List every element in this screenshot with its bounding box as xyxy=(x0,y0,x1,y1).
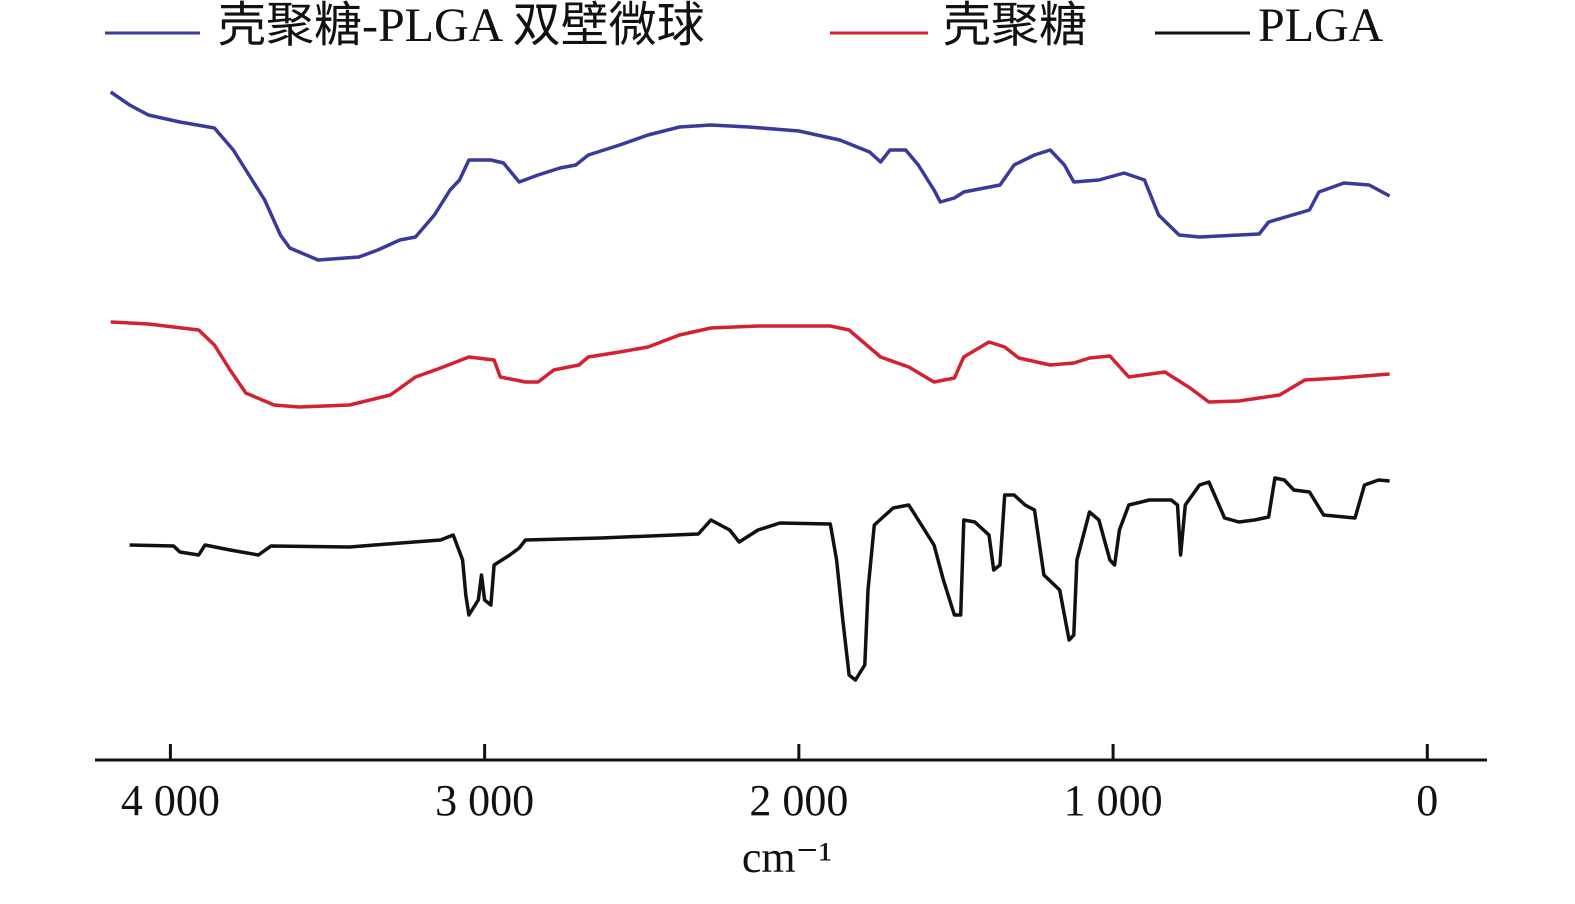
x-tick-label: 0 xyxy=(1416,776,1438,825)
x-tick-label: 2 000 xyxy=(749,776,848,825)
x-axis-label: cm⁻¹ xyxy=(742,833,832,882)
legend-label: 壳聚糖 xyxy=(943,0,1087,52)
spectrum-line xyxy=(110,320,1390,409)
x-tick-label: 3 000 xyxy=(435,776,534,825)
spectrum-line xyxy=(109,90,1391,262)
legend-label: 壳聚糖-PLGA 双壁微球 xyxy=(218,0,705,52)
spectrum-line xyxy=(129,476,1390,682)
x-tick-label: 4 000 xyxy=(121,776,220,825)
legend-label: PLGA xyxy=(1258,0,1384,52)
x-tick-label: 1 000 xyxy=(1064,776,1163,825)
